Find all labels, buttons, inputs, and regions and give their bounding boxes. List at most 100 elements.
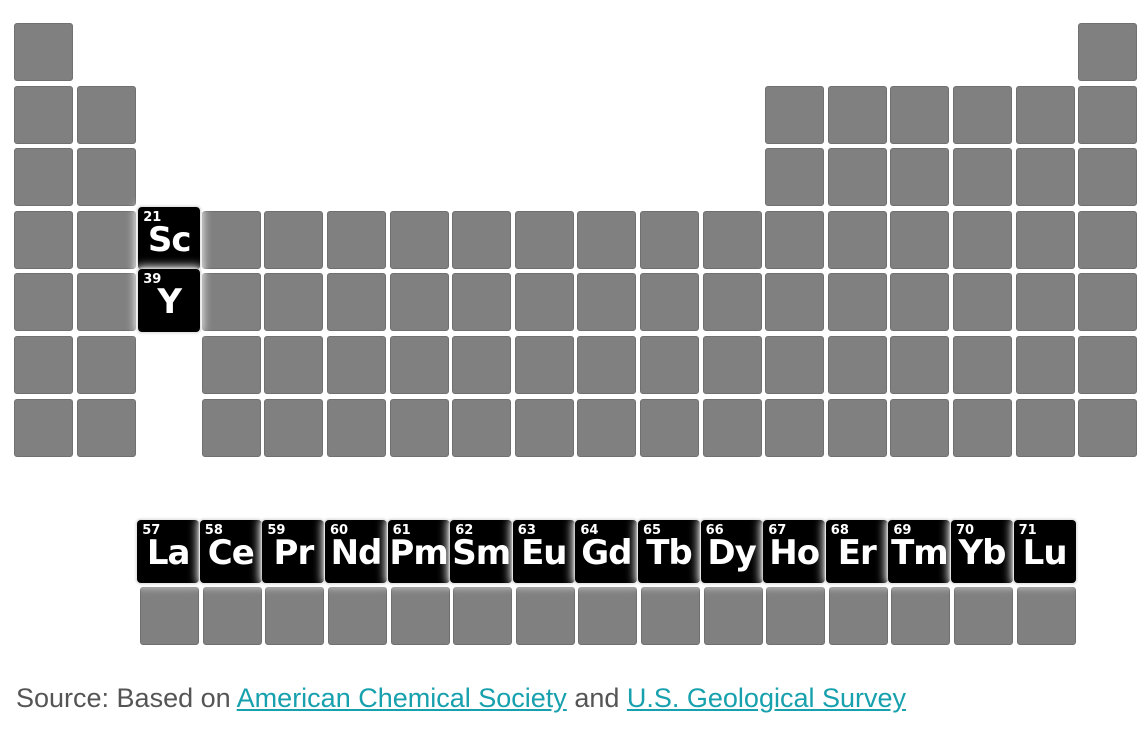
highlighted-element: 58 Ce [199,520,262,583]
element-cell [264,336,324,394]
atomic-number: 70 [956,523,975,538]
atomic-number: 57 [142,523,161,538]
element-cell [327,336,386,394]
element-symbol: Tb [646,533,693,573]
element-cell [14,23,73,81]
element-cell [14,273,73,332]
element-symbol: Tm [891,533,949,573]
element-cell [514,273,574,332]
element-cell [765,273,825,332]
element-cell [1015,398,1075,457]
element-cell [76,398,136,457]
element-symbol: Er [837,533,877,573]
element-cell [514,336,574,394]
atomic-number: 21 [143,209,162,225]
element-cell [1015,148,1075,207]
element-symbol: Sm [452,533,511,573]
element-symbol: Sc [147,219,192,260]
element-cell [765,336,825,394]
element-cell [765,85,825,144]
highlighted-element: 70 Yb [951,520,1013,583]
source-prefix: Source: Based on [16,683,231,713]
highlighted-element: 68 Er [825,520,888,583]
element-cell [1078,210,1138,269]
element-cell [14,210,73,269]
element-cell [827,336,887,394]
element-cell [827,398,887,457]
element-cell [390,587,450,645]
element-cell [1015,336,1075,394]
element-cell [890,398,950,457]
element-cell [328,587,387,645]
element-cell [452,210,512,269]
element-cell [140,587,200,645]
highlighted-element: 21 Sc [138,206,201,270]
element-symbol: Pr [273,533,315,573]
highlighted-element: 71 Lu [1013,520,1076,583]
element-cell [202,587,262,645]
element-cell [828,587,888,645]
atomic-number: 62 [455,523,474,538]
element-cell [891,587,951,645]
element-cell [953,148,1012,207]
element-cell [577,210,637,269]
atomic-number: 65 [643,523,662,538]
source-link[interactable]: U.S. Geological Survey [626,683,907,713]
element-cell [1015,85,1075,144]
atomic-number: 64 [580,523,599,538]
element-cell [578,587,638,645]
element-cell [265,587,325,645]
element-cell [640,210,699,269]
element-cell [389,210,449,269]
element-cell [264,210,324,269]
element-cell [890,148,950,207]
element-cell [953,273,1012,332]
element-cell [14,336,73,394]
highlighted-element: 60 Nd [325,520,387,583]
source-conjunction: and [574,683,620,713]
element-cell [765,398,825,457]
element-cell [702,336,762,394]
highlighted-element: 61 Pm [387,520,450,583]
highlighted-element: 64 Gd [575,520,638,583]
element-cell [389,273,449,332]
element-cell [827,85,887,144]
highlighted-element: 62 Sm [450,520,513,583]
element-symbol: Pm [389,533,448,573]
element-cell [827,210,887,269]
element-cell [765,148,825,207]
atomic-number: 67 [768,523,787,538]
element-cell [577,336,637,394]
element-cell [765,210,825,269]
element-cell [577,398,637,457]
element-cell [703,587,763,645]
element-cell [1078,23,1138,81]
element-symbol: Yb [958,533,1007,573]
highlighted-element: 67 Ho [763,520,826,583]
element-cell [453,587,513,645]
element-cell [953,85,1012,144]
element-cell [14,398,73,457]
element-cell [1015,210,1075,269]
element-cell [1078,148,1138,207]
element-cell [14,148,73,207]
atomic-number: 63 [517,523,536,538]
atomic-number: 61 [392,523,411,538]
atomic-number: 60 [330,523,349,538]
highlighted-element: 63 Eu [512,520,575,583]
element-cell [515,587,575,645]
element-cell [702,273,762,332]
highlighted-element: 65 Tb [638,520,700,583]
element-cell [1078,398,1138,457]
element-cell [641,587,700,645]
element-symbol: Nd [330,533,383,573]
atomic-number: 71 [1018,523,1037,538]
element-cell [452,398,512,457]
element-cell [452,273,512,332]
element-cell [1078,273,1138,332]
atomic-number: 58 [204,523,223,538]
element-cell [327,273,386,332]
element-cell [702,210,762,269]
element-cell [1078,336,1138,394]
source-link[interactable]: American Chemical Society [236,683,567,713]
